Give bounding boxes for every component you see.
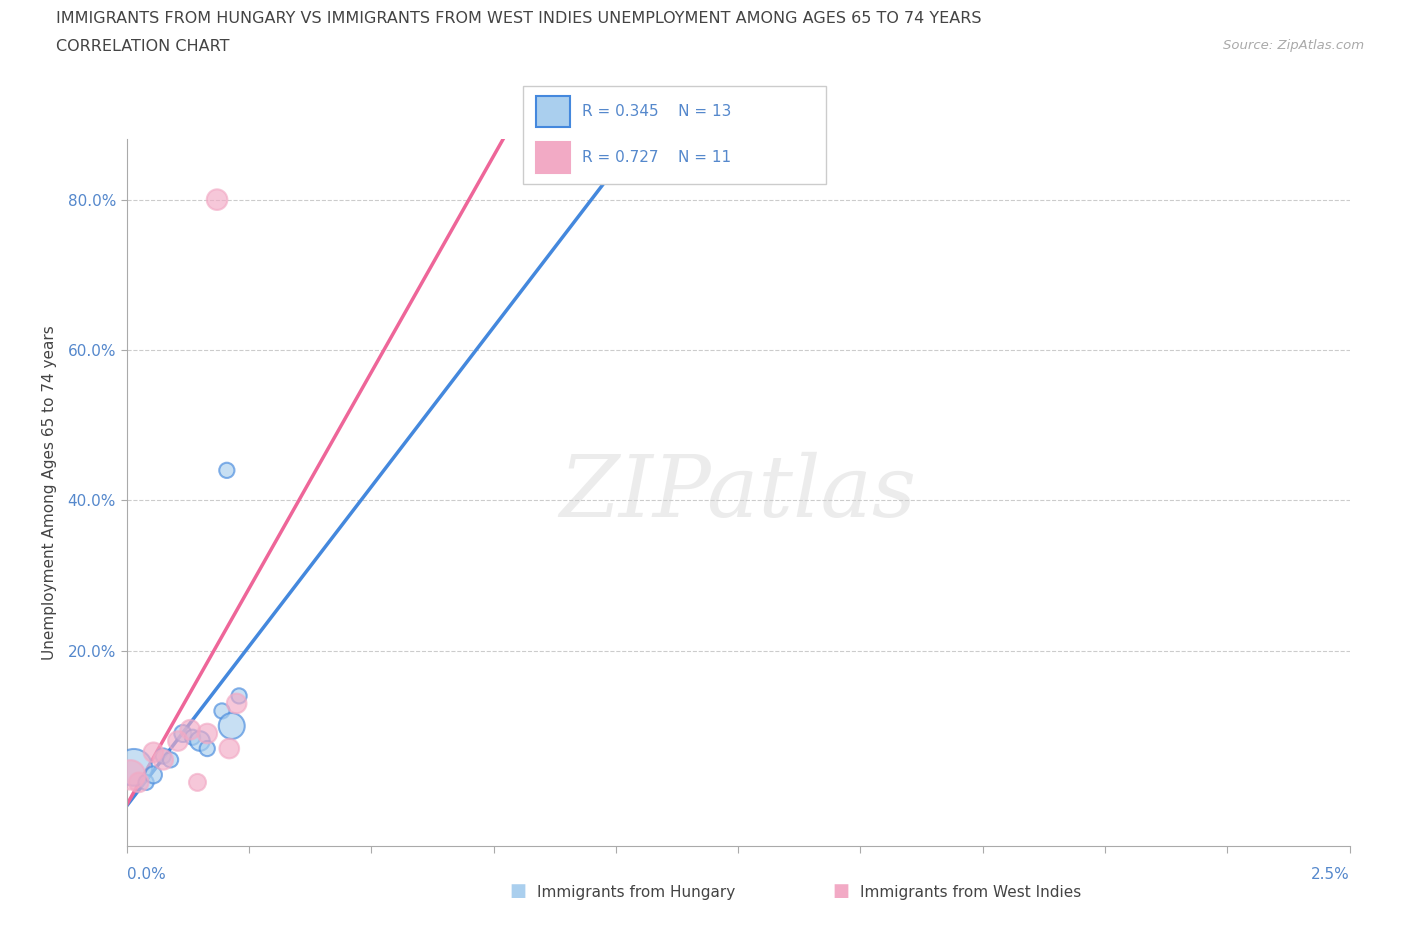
Text: Immigrants from Hungary: Immigrants from Hungary — [537, 885, 735, 900]
Y-axis label: Unemployment Among Ages 65 to 74 years: Unemployment Among Ages 65 to 74 years — [42, 326, 56, 660]
Point — [159, 752, 181, 767]
Point — [122, 760, 145, 775]
Point — [195, 726, 218, 741]
Point — [215, 463, 238, 478]
Point — [188, 734, 211, 749]
Text: R = 0.727    N = 11: R = 0.727 N = 11 — [582, 150, 731, 165]
Text: 0.0%: 0.0% — [127, 868, 166, 883]
Point — [181, 730, 204, 745]
Point — [152, 752, 174, 767]
Point — [142, 767, 165, 782]
Point — [152, 749, 174, 764]
FancyBboxPatch shape — [536, 142, 569, 173]
FancyBboxPatch shape — [523, 86, 827, 184]
Point — [225, 696, 247, 711]
Text: Immigrants from West Indies: Immigrants from West Indies — [860, 885, 1081, 900]
Text: ZIPatlas: ZIPatlas — [560, 452, 917, 534]
Point — [211, 703, 233, 718]
Text: IMMIGRANTS FROM HUNGARY VS IMMIGRANTS FROM WEST INDIES UNEMPLOYMENT AMONG AGES 6: IMMIGRANTS FROM HUNGARY VS IMMIGRANTS FR… — [56, 11, 981, 26]
Point — [221, 719, 243, 734]
Point — [128, 775, 150, 790]
Point — [195, 741, 218, 756]
Point — [218, 741, 240, 756]
Text: R = 0.345    N = 13: R = 0.345 N = 13 — [582, 104, 731, 119]
Point — [167, 734, 190, 749]
Point — [179, 723, 201, 737]
Text: ■: ■ — [509, 883, 526, 900]
Point — [186, 775, 208, 790]
Text: ■: ■ — [832, 883, 849, 900]
Point — [135, 775, 157, 790]
Point — [172, 726, 194, 741]
Point — [228, 688, 250, 703]
Text: CORRELATION CHART: CORRELATION CHART — [56, 39, 229, 54]
Point — [120, 767, 142, 782]
Text: Source: ZipAtlas.com: Source: ZipAtlas.com — [1223, 39, 1364, 52]
Point — [205, 193, 228, 207]
FancyBboxPatch shape — [536, 96, 569, 126]
Point — [142, 745, 165, 760]
Text: 2.5%: 2.5% — [1310, 868, 1350, 883]
